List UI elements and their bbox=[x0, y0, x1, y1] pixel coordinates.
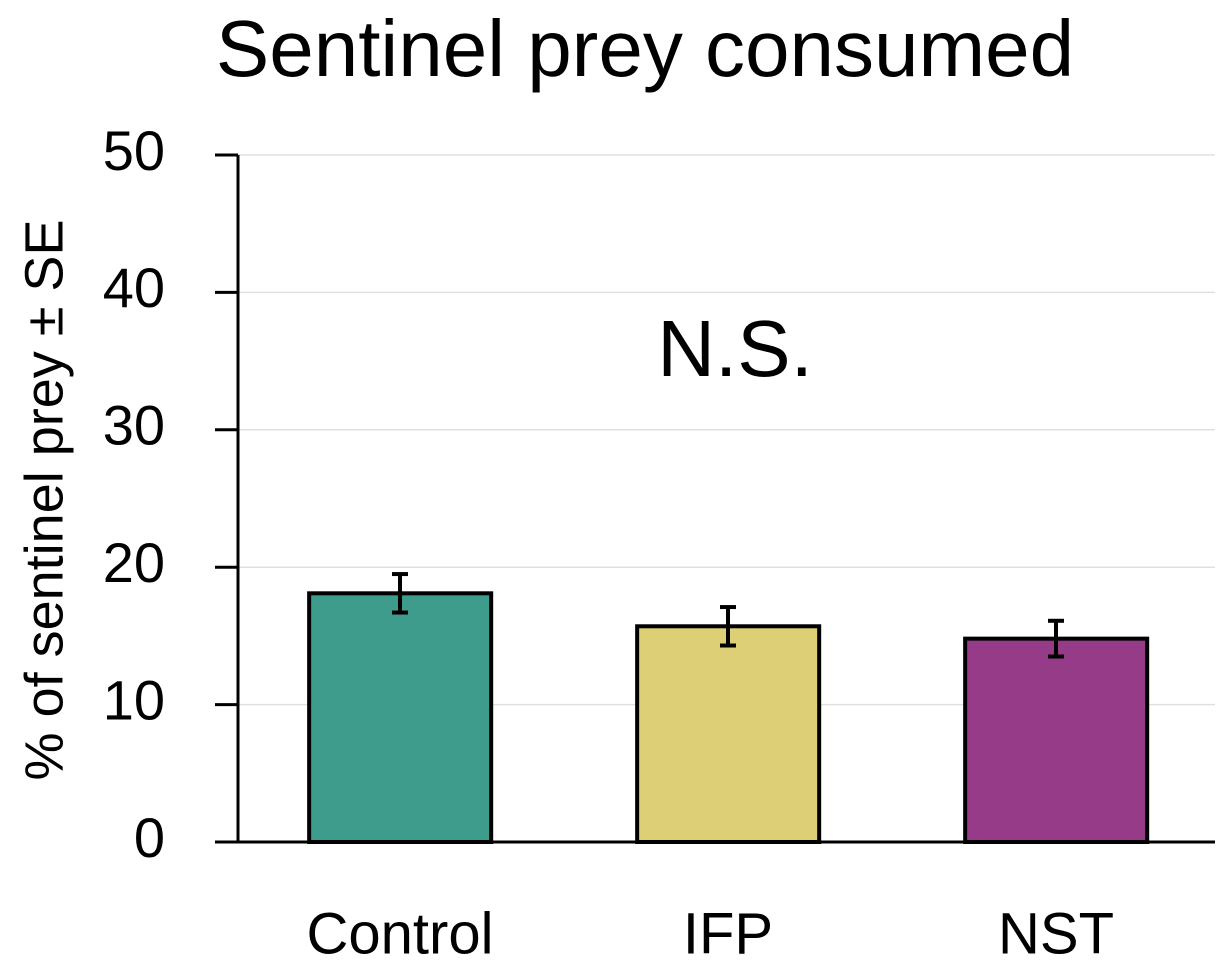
annotation: N.S. bbox=[657, 304, 813, 393]
y-tick-label: 10 bbox=[103, 668, 165, 731]
x-tick-label: Control bbox=[307, 901, 494, 966]
chart-title: Sentinel prey consumed bbox=[216, 4, 1074, 93]
y-tick-label: 50 bbox=[103, 119, 165, 182]
bar bbox=[963, 636, 1150, 845]
y-tick-label: 20 bbox=[103, 531, 165, 594]
x-tick-label: IFP bbox=[683, 901, 773, 966]
x-tick-label: NST bbox=[998, 901, 1114, 966]
y-tick-label: 30 bbox=[103, 394, 165, 457]
y-axis-label: % of sentinel prey ± SE bbox=[14, 220, 74, 781]
bar bbox=[307, 591, 494, 845]
bar bbox=[635, 624, 822, 844]
y-tick-label: 0 bbox=[134, 806, 165, 869]
y-tick-label: 40 bbox=[103, 256, 165, 319]
